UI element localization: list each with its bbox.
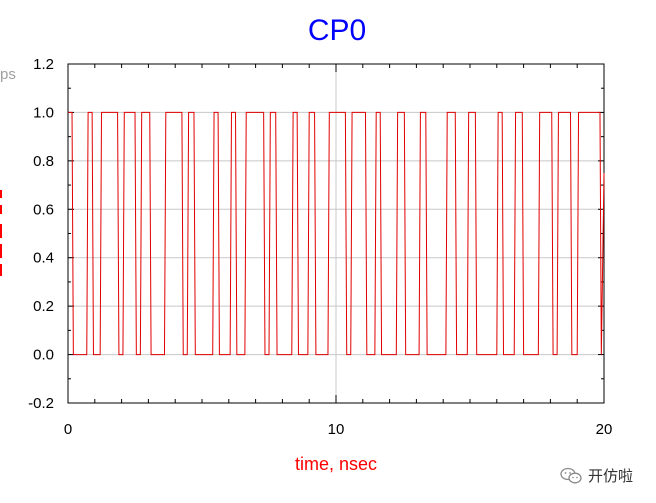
x-tick-labels: 0 10 20 bbox=[64, 421, 613, 438]
y-tick-label: -0.2 bbox=[28, 395, 54, 412]
y-tick-labels: -0.2 0.0 0.2 0.4 0.6 0.8 1.0 1.2 bbox=[28, 56, 54, 412]
series-layer bbox=[68, 111, 605, 356]
x-tick-label: 0 bbox=[64, 421, 72, 438]
watermark-text: 开仿啦 bbox=[588, 467, 634, 485]
x-tick-label: 20 bbox=[596, 421, 613, 438]
y-tick-label: 0.2 bbox=[33, 298, 54, 315]
wechat-icon bbox=[560, 467, 582, 483]
y-tick-label: 0.6 bbox=[33, 201, 54, 218]
series-line-0 bbox=[68, 111, 605, 356]
left-cut-text: ps bbox=[0, 66, 16, 83]
x-axis-label: time, nsec bbox=[295, 454, 377, 474]
y-tick-label: 0.4 bbox=[33, 250, 54, 267]
y-tick-label: 1.2 bbox=[33, 56, 54, 73]
chart-title: CP0 bbox=[308, 14, 366, 47]
y-tick-label: 0.8 bbox=[33, 153, 54, 170]
y-tick-label: 1.0 bbox=[33, 104, 54, 121]
y-tick-label: 0.0 bbox=[33, 347, 54, 364]
watermark: 开仿啦 bbox=[560, 465, 633, 486]
x-tick-label: 10 bbox=[328, 421, 345, 438]
